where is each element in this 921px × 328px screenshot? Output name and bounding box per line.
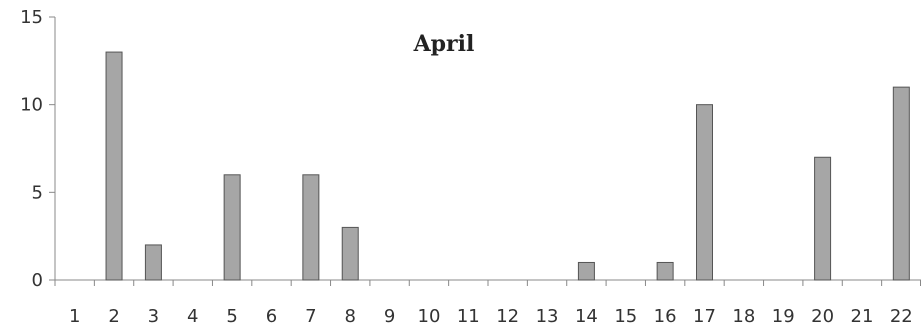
x-tick-label: 2	[108, 306, 119, 327]
x-tick-label: 8	[345, 306, 356, 327]
bar-day-5	[223, 174, 241, 281]
bar-day-16	[656, 261, 674, 281]
bar-day-7	[302, 174, 320, 281]
chart-title: April	[413, 31, 475, 57]
x-tick-label: 12	[496, 306, 519, 327]
x-tick-label: 1	[69, 306, 80, 327]
x-tick-label: 3	[148, 306, 159, 327]
x-tick-label: 13	[536, 306, 559, 327]
x-tick-label: 11	[457, 306, 480, 327]
bar-day-17	[696, 104, 713, 281]
y-tick-label: 0	[32, 270, 43, 291]
bar-day-20	[814, 156, 832, 281]
x-tick-label: 7	[305, 306, 316, 327]
bar-day-8	[341, 226, 359, 281]
bar-day-3	[144, 244, 162, 281]
x-axis: 1 2 3 4 5 6 7 8 9 10 11 12 13 14 15 16 17 18 19 20 21 22	[54, 279, 921, 327]
x-tick-label: 17	[693, 306, 716, 327]
x-tick-label: 10	[418, 306, 441, 327]
y-tick-label: 15	[20, 7, 43, 28]
x-tick-label: 18	[732, 306, 755, 327]
x-tick-label: 6	[266, 306, 277, 327]
x-tick-label: 21	[851, 306, 874, 327]
x-tick-label: 22	[890, 306, 913, 327]
bar-day-22	[892, 86, 910, 281]
x-tick-label: 16	[654, 306, 677, 327]
x-tick-label: 5	[226, 306, 237, 327]
x-tick-label: 9	[384, 306, 395, 327]
x-tick-label: 19	[772, 306, 795, 327]
x-tick-label: 14	[575, 306, 598, 327]
x-tick-label: 15	[614, 306, 637, 327]
y-axis: 0 5 10 15	[20, 7, 56, 291]
bar-day-2	[105, 51, 123, 281]
y-tick-label: 10	[20, 95, 43, 116]
bars	[105, 51, 910, 281]
x-tick-label: 4	[187, 306, 198, 327]
y-tick-label: 5	[32, 182, 43, 203]
x-tick-label: 20	[811, 306, 834, 327]
bar-day-14	[577, 261, 595, 281]
